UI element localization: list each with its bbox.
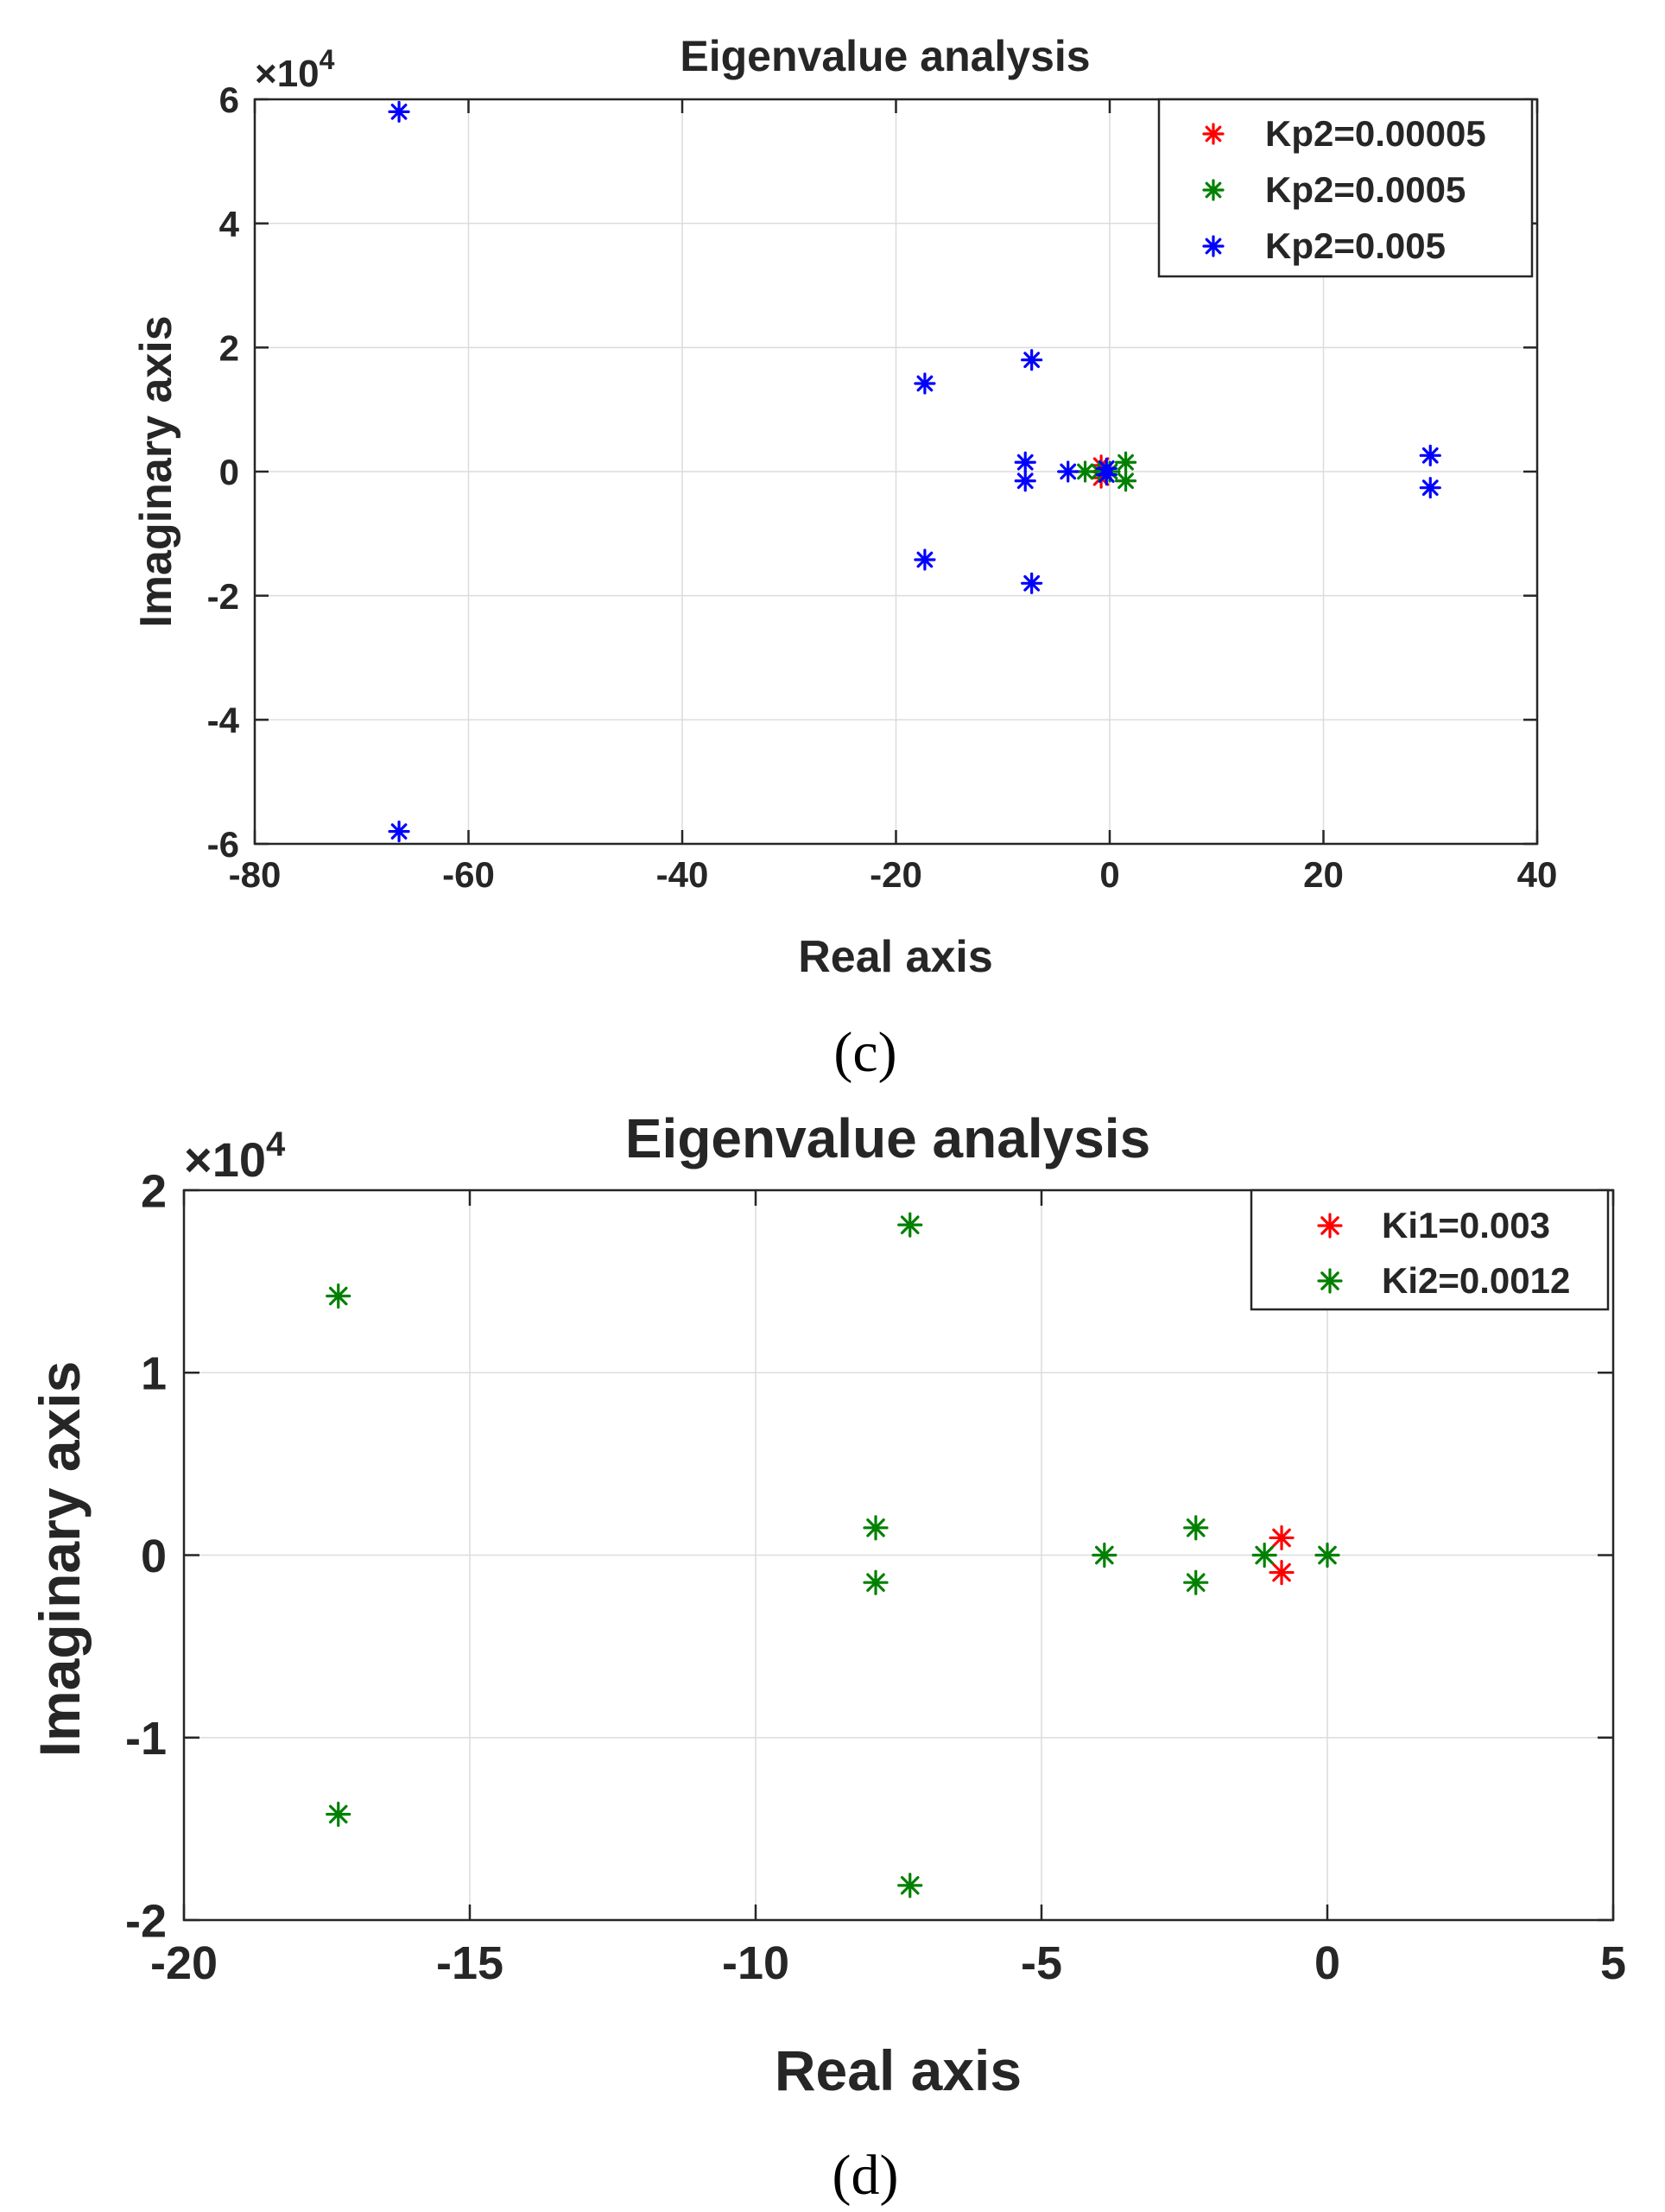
- x-tick-label: -60: [442, 854, 495, 895]
- legend-entry-kp2-005: Kp2=0.005: [1265, 225, 1446, 266]
- y-tick-label: 0: [219, 452, 239, 492]
- data-point: [897, 1873, 923, 1898]
- chart-title: Eigenvalue analysis: [625, 1107, 1150, 1169]
- legend-marker: [1317, 1213, 1343, 1239]
- y-axis-label: Imaginary axis: [131, 315, 181, 627]
- legend: Kp2=0.00005 Kp2=0.0005 Kp2=0.005: [1157, 98, 1534, 278]
- data-point: [1269, 1524, 1295, 1551]
- y-tick-label: -6: [207, 824, 239, 865]
- data-point: [1183, 1515, 1209, 1541]
- x-axis-label: Real axis: [798, 932, 993, 982]
- legend-entry-ki2: Ki2=0.0012: [1382, 1260, 1570, 1301]
- legend-marker: [1317, 1268, 1343, 1294]
- data-point: [1314, 1542, 1340, 1569]
- data-point: [388, 100, 410, 123]
- x-tick-label: 0: [1099, 854, 1119, 895]
- data-point: [1021, 349, 1043, 371]
- data-point: [1114, 451, 1137, 473]
- x-tick-label: -15: [436, 1937, 503, 1989]
- y-axis-exponent: ×104: [255, 44, 335, 95]
- y-tick-label: 2: [141, 1165, 167, 1217]
- data-point: [1014, 451, 1036, 473]
- y-tick-label: -4: [207, 700, 240, 740]
- data-point: [1095, 463, 1117, 486]
- chart-title: Eigenvalue analysis: [680, 32, 1090, 80]
- axis-ticks: [253, 98, 1539, 846]
- exponent-power: 4: [320, 44, 335, 75]
- y-tick-label: 2: [219, 327, 239, 368]
- exponent-power: 4: [266, 1125, 286, 1163]
- x-tick-label: 0: [1314, 1937, 1340, 1989]
- x-axis-label: Real axis: [775, 2038, 1022, 2102]
- legend-marker: [1202, 123, 1225, 145]
- legend-marker: [1202, 235, 1225, 257]
- data-point: [897, 1212, 923, 1238]
- y-tick-label: 0: [141, 1531, 167, 1582]
- data-point: [914, 548, 936, 571]
- data-point: [863, 1515, 889, 1541]
- y-axis-exponent: ×104: [184, 1125, 286, 1187]
- y-tick-label: 6: [219, 79, 239, 120]
- y-axis-label: Imaginary axis: [28, 1361, 92, 1758]
- data-point: [1419, 444, 1441, 466]
- data-point: [863, 1569, 889, 1595]
- data-point: [326, 1801, 351, 1828]
- data-point: [1419, 477, 1441, 499]
- legend-entry-kp2-0005: Kp2=0.0005: [1265, 169, 1466, 210]
- data-point: [1251, 1542, 1277, 1569]
- data-point: [914, 372, 936, 395]
- data-point: [1057, 460, 1079, 483]
- data-points: [326, 1212, 1340, 1898]
- x-tick-label: -80: [229, 854, 282, 895]
- y-tick-label: -2: [125, 1895, 167, 1947]
- legend: Ki1=0.003 Ki2=0.0012: [1250, 1188, 1610, 1311]
- x-tick-label: 20: [1303, 854, 1344, 895]
- legend-entry-kp2-00005: Kp2=0.00005: [1265, 113, 1486, 154]
- x-tick-label: -20: [870, 854, 922, 895]
- data-point: [326, 1283, 351, 1309]
- legend-marker: [1202, 179, 1225, 201]
- x-tick-label: -20: [150, 1937, 218, 1989]
- y-tick-label: 4: [219, 204, 240, 244]
- x-tick-label: -40: [656, 854, 709, 895]
- x-tick-label: 40: [1517, 854, 1558, 895]
- y-tick-label: -2: [207, 576, 239, 617]
- panel-label: (d): [832, 2144, 899, 2207]
- data-point: [1269, 1559, 1295, 1586]
- data-point: [1092, 1542, 1117, 1569]
- y-tick-label: 1: [141, 1348, 167, 1400]
- data-points: [388, 100, 1441, 843]
- legend-box: [1250, 1188, 1610, 1311]
- data-point: [1021, 572, 1043, 594]
- x-tick-label: -5: [1021, 1937, 1062, 1989]
- data-point: [1183, 1569, 1209, 1595]
- legend-entry-ki1: Ki1=0.003: [1382, 1205, 1550, 1245]
- exponent-base: ×10: [255, 53, 320, 95]
- data-point: [388, 821, 410, 843]
- exponent-base: ×10: [184, 1132, 266, 1187]
- legend-markers: [1202, 123, 1225, 257]
- legend-markers: [1317, 1213, 1343, 1294]
- data-point: [1114, 470, 1137, 492]
- y-tick-label: -1: [125, 1713, 167, 1765]
- panel-label: (c): [833, 1021, 896, 1084]
- x-tick-label: -10: [722, 1937, 789, 1989]
- data-point: [1014, 470, 1036, 492]
- x-tick-label: 5: [1600, 1937, 1626, 1989]
